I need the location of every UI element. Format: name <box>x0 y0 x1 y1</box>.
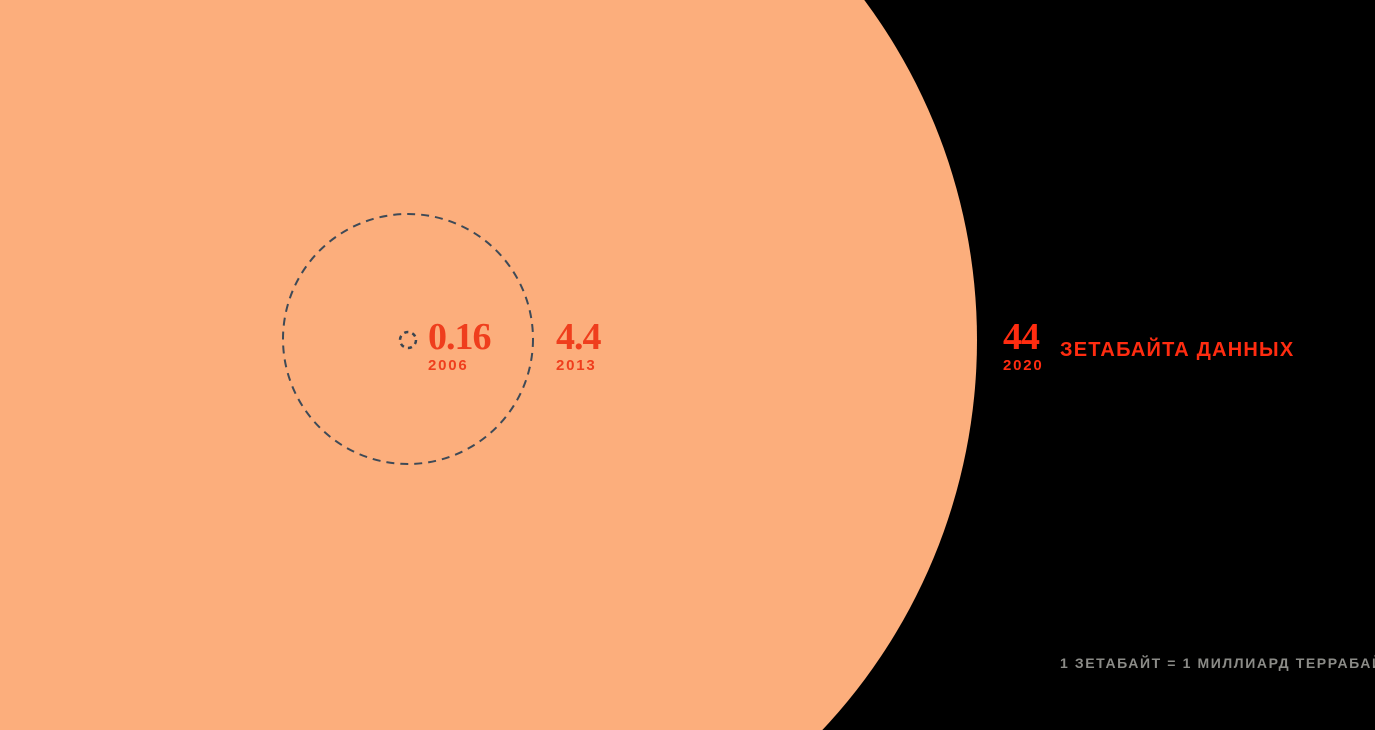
circle-2006-dashed-outline <box>398 330 418 350</box>
value-2013: 4.4 <box>556 316 601 358</box>
year-2006: 2006 <box>428 357 469 374</box>
chart-title: ЗЕТАБАЙТА ДАННЫХ <box>1060 339 1295 361</box>
label-2013: 4.4 2013 <box>556 316 601 374</box>
value-2006: 0.16 <box>428 316 491 358</box>
value-2020: 44 <box>1003 316 1040 358</box>
footnote-conversion-note: 1 ЗЕТАБАЙТ = 1 МИЛЛИАРД ТЕРРАБАЙТ <box>1060 655 1375 671</box>
circle-2013-dashed-outline <box>282 213 534 465</box>
year-2020: 2020 <box>1003 357 1044 374</box>
circle-2020-filled <box>0 0 977 730</box>
label-2006: 0.16 2006 <box>428 316 491 374</box>
label-2020: 44 2020 <box>1003 316 1044 374</box>
year-2013: 2013 <box>556 357 597 374</box>
